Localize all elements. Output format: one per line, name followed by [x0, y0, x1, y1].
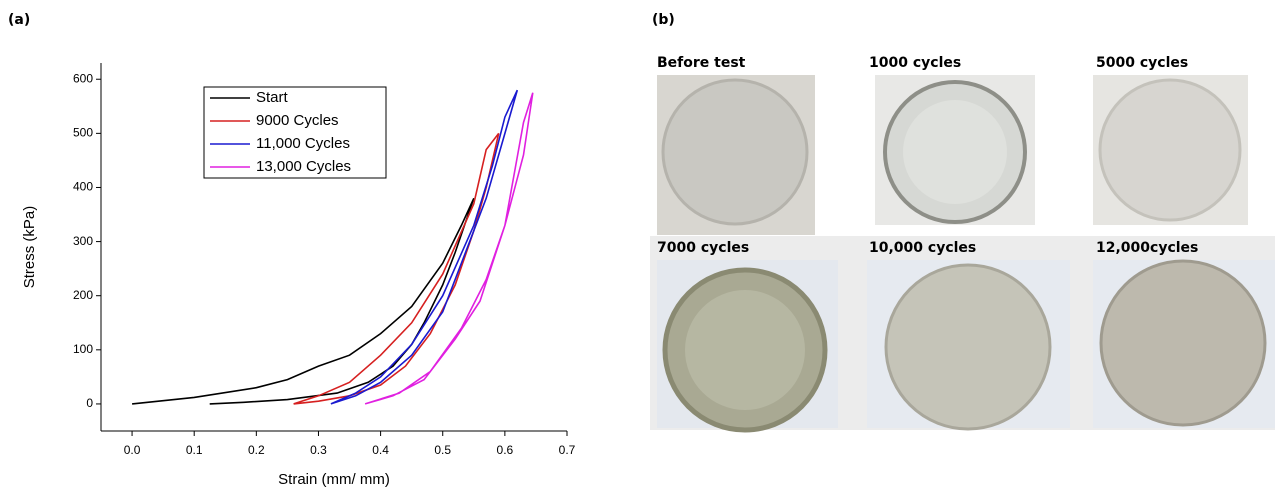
legend-box — [203, 86, 387, 179]
y-tick-label: 300 — [73, 234, 93, 248]
photo — [657, 260, 838, 433]
x-tick-label: 0.7 — [559, 443, 576, 457]
y-tick-label: 100 — [73, 342, 93, 356]
series-line — [132, 197, 475, 405]
panel-label: (b) — [652, 12, 675, 28]
photo-caption: Before test — [657, 55, 746, 71]
x-tick-label: 0.6 — [497, 443, 514, 457]
photo-caption: 7000 cycles — [657, 240, 749, 256]
x-tick-label: 0.3 — [310, 443, 327, 457]
photo — [1093, 259, 1275, 428]
series-line — [364, 92, 534, 405]
legend-label: 11,000 Cycles — [256, 135, 350, 152]
x-tick-label: 0.1 — [186, 443, 203, 457]
y-tick-label: 400 — [73, 180, 93, 194]
y-axis-title: Stress (kPa) — [21, 206, 38, 289]
photo-caption: 10,000 cycles — [869, 240, 976, 256]
photo-caption: 1000 cycles — [869, 55, 961, 71]
x-tick-label: 0.2 — [248, 443, 265, 457]
y-tick-label: 0 — [86, 396, 93, 410]
legend-label: 13,000 Cycles — [256, 158, 351, 175]
photo — [1093, 75, 1248, 225]
series-line — [293, 132, 500, 405]
photo — [867, 260, 1070, 431]
photo — [875, 75, 1035, 225]
legend-label: 9000 Cycles — [256, 112, 339, 129]
x-tick-label: 0.5 — [434, 443, 451, 457]
y-tick-label: 500 — [73, 126, 93, 140]
y-tick-label: 600 — [73, 71, 93, 85]
x-tick-label: 0.0 — [124, 443, 141, 457]
x-tick-label: 0.4 — [372, 443, 389, 457]
photo — [657, 75, 815, 235]
y-tick-label: 200 — [73, 288, 93, 302]
x-axis-title: Strain (mm/ mm) — [278, 471, 390, 488]
photo-caption: 12,000cycles — [1096, 240, 1198, 256]
series-line — [330, 89, 519, 405]
legend-label: Start — [256, 89, 289, 106]
panel-label: (a) — [8, 12, 30, 28]
photo-caption: 5000 cycles — [1096, 55, 1188, 71]
